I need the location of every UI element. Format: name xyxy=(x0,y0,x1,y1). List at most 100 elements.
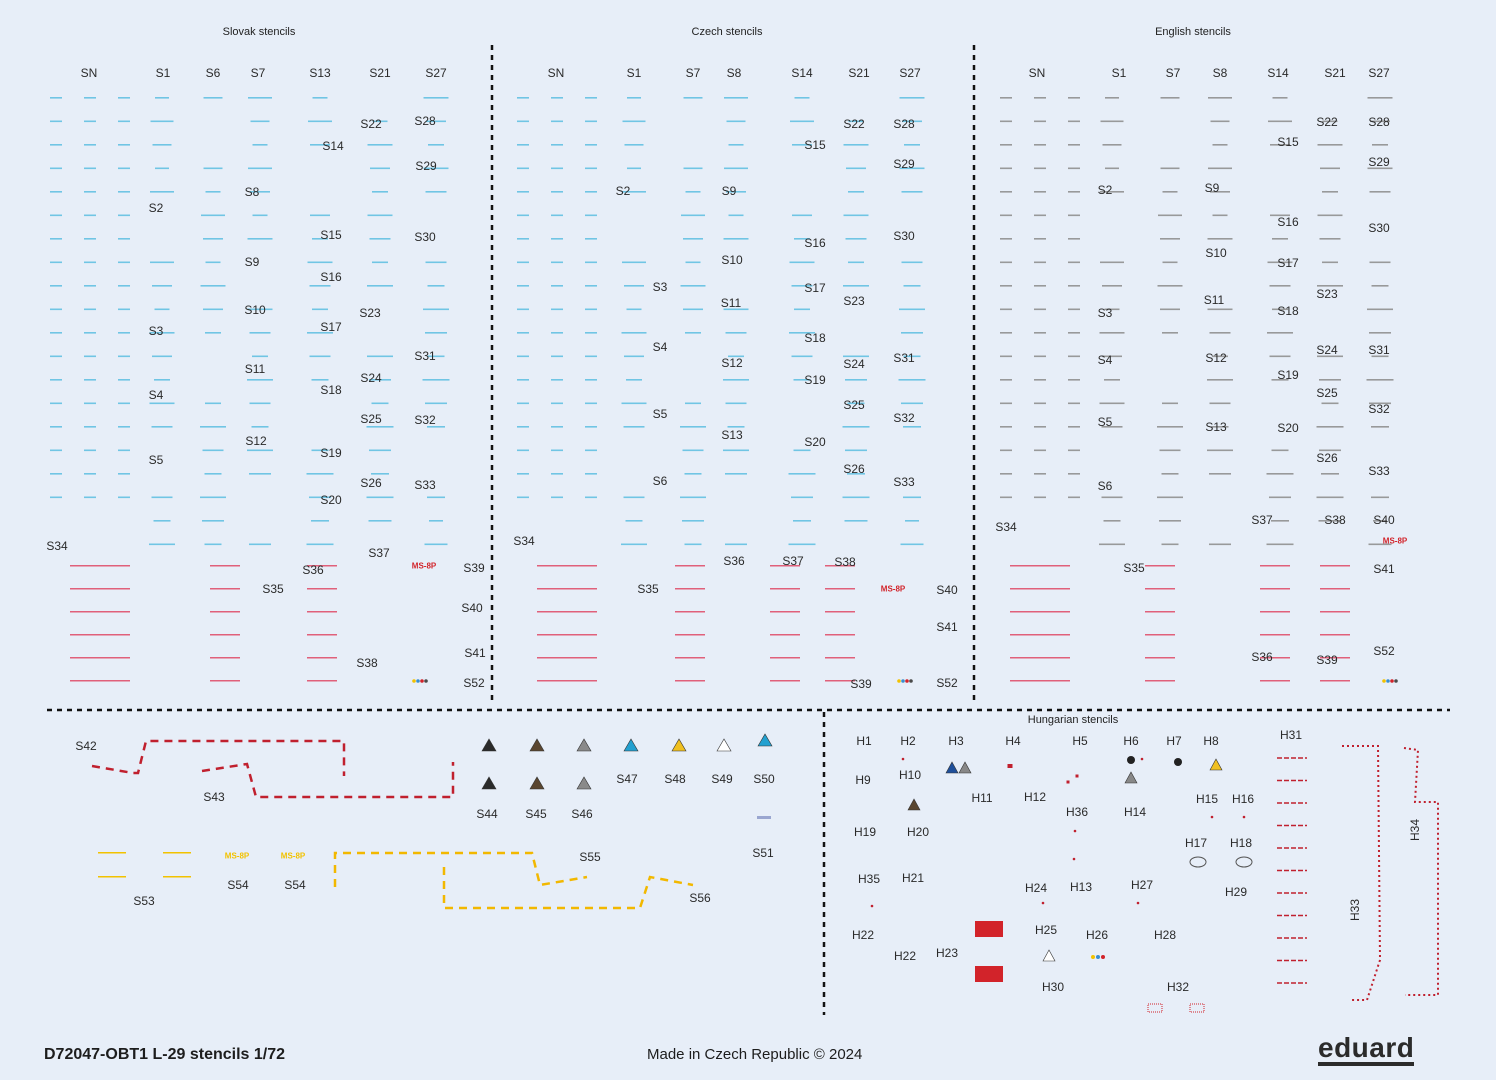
stencil-mark xyxy=(551,473,563,475)
stencil-mark xyxy=(626,308,642,311)
stencil-label-s1: S1 xyxy=(626,66,642,80)
stencil-label-s25: S25 xyxy=(843,398,865,412)
stencil-label-s14: S14 xyxy=(1267,66,1289,80)
stencil-label-s38: S38 xyxy=(1324,513,1346,527)
stencil-label-h10: H10 xyxy=(898,768,922,782)
walkway-line-s43 xyxy=(201,762,455,799)
red-stencil-mark xyxy=(307,611,337,613)
stencil-mark xyxy=(793,449,811,452)
stencil-label-s9: S9 xyxy=(244,255,260,269)
stencil-mark xyxy=(517,355,529,358)
stencil-label-s3: S3 xyxy=(148,324,164,338)
stencil-mark xyxy=(517,191,529,193)
stencil-mark xyxy=(422,379,450,381)
stencil-mark xyxy=(843,144,869,146)
red-stencil-mark xyxy=(210,634,240,636)
red-stencil-mark xyxy=(210,565,240,567)
stencil-label-h21: H21 xyxy=(901,871,925,885)
stencil-label-s21: S21 xyxy=(1324,66,1346,80)
stencil-mark xyxy=(1068,144,1080,146)
red-stencil-mark xyxy=(70,588,130,590)
red-stencil-mark xyxy=(1260,634,1290,636)
stencil-mark xyxy=(1000,144,1012,146)
red-stencil-mark xyxy=(537,657,597,659)
stencil-label-s31: S31 xyxy=(893,351,915,365)
stencil-mark xyxy=(84,473,96,475)
stencil-mark xyxy=(371,402,389,405)
red-dot xyxy=(901,757,905,761)
stencil-mark xyxy=(727,426,745,428)
red-stencil-mark xyxy=(1145,680,1175,682)
stencil-mark xyxy=(1319,238,1341,240)
stencil-mark xyxy=(202,449,224,452)
stencil-mark xyxy=(249,402,271,405)
stencil-mark xyxy=(1102,144,1122,146)
stencil-label-s10: S10 xyxy=(721,253,743,267)
stencil-label-s17: S17 xyxy=(320,320,342,334)
stencil-mark xyxy=(1000,238,1012,240)
stencil-mark xyxy=(723,238,749,240)
stencil-mark xyxy=(252,144,268,146)
stencil-mark xyxy=(1034,191,1046,193)
stencil-mark xyxy=(1321,402,1339,405)
stencil-mark xyxy=(1099,402,1125,405)
stencil-mark xyxy=(726,120,746,123)
red-stencil-mark xyxy=(825,680,855,682)
stencil-mark xyxy=(1160,97,1180,99)
stencil-mark xyxy=(1209,332,1231,334)
stencil-label-h25: H25 xyxy=(1034,923,1058,937)
stencil-mark xyxy=(427,426,445,428)
red-stencil-mark xyxy=(1260,565,1290,567)
stencil-label-s1: S1 xyxy=(1111,66,1127,80)
stencil-mark xyxy=(1268,120,1292,123)
stencil-mark xyxy=(845,379,867,381)
stencil-mark xyxy=(1207,308,1233,311)
stencil-mark xyxy=(151,496,173,499)
red-stencil-mark xyxy=(1145,634,1175,636)
stencil-mark xyxy=(585,355,597,358)
stencil-label-s17: S17 xyxy=(804,281,826,295)
stencil-mark xyxy=(154,308,170,311)
stencil-label-s30: S30 xyxy=(414,230,436,244)
stencil-mark xyxy=(551,355,563,358)
stencil-mark xyxy=(368,520,392,522)
stencil-mark xyxy=(1102,285,1122,287)
stencil-mark xyxy=(1318,520,1342,522)
stencil-label-s6: S6 xyxy=(205,66,221,80)
stencil-label-s23: S23 xyxy=(843,294,865,308)
stencil-mark xyxy=(585,238,597,240)
stencil-mark xyxy=(204,543,222,546)
stencil-label-s22: S22 xyxy=(1316,115,1338,129)
stencil-mark xyxy=(118,496,130,499)
stencil-mark xyxy=(623,496,645,499)
stencil-label-s38: S38 xyxy=(834,555,856,569)
stencil-mark xyxy=(1105,167,1119,170)
stencil-mark xyxy=(369,449,391,452)
stencil-mark xyxy=(1104,308,1120,311)
stencil-mark xyxy=(1161,473,1179,475)
stencil-mark xyxy=(312,97,328,99)
red-stencil-mark xyxy=(307,565,337,567)
stencil-label-s34: S34 xyxy=(995,520,1017,534)
stencil-mark xyxy=(1100,120,1124,123)
stencil-label-h20: H20 xyxy=(906,825,930,839)
stencil-mark xyxy=(621,332,647,334)
stencil-mark xyxy=(792,144,812,146)
color-dot xyxy=(1091,955,1095,959)
red-stencil-mark xyxy=(770,680,800,682)
walkway-line-s42 xyxy=(91,739,346,776)
stencil-label-s8: S8 xyxy=(244,185,260,199)
stencil-label-s29: S29 xyxy=(893,157,915,171)
stencil-mark xyxy=(1068,449,1080,452)
stencil-label-h18: H18 xyxy=(1229,836,1253,850)
stencil-mark xyxy=(848,261,864,264)
stencil-mark xyxy=(551,144,563,146)
stencil-mark xyxy=(901,261,923,264)
stencil-mark xyxy=(685,402,701,405)
stencil-mark xyxy=(728,144,744,146)
stencil-mark xyxy=(1267,332,1293,334)
stencil-mark xyxy=(423,167,449,170)
stencil-mark xyxy=(788,543,816,546)
stencil-mark xyxy=(155,167,169,170)
stencil-label-s37: S37 xyxy=(1251,513,1273,527)
